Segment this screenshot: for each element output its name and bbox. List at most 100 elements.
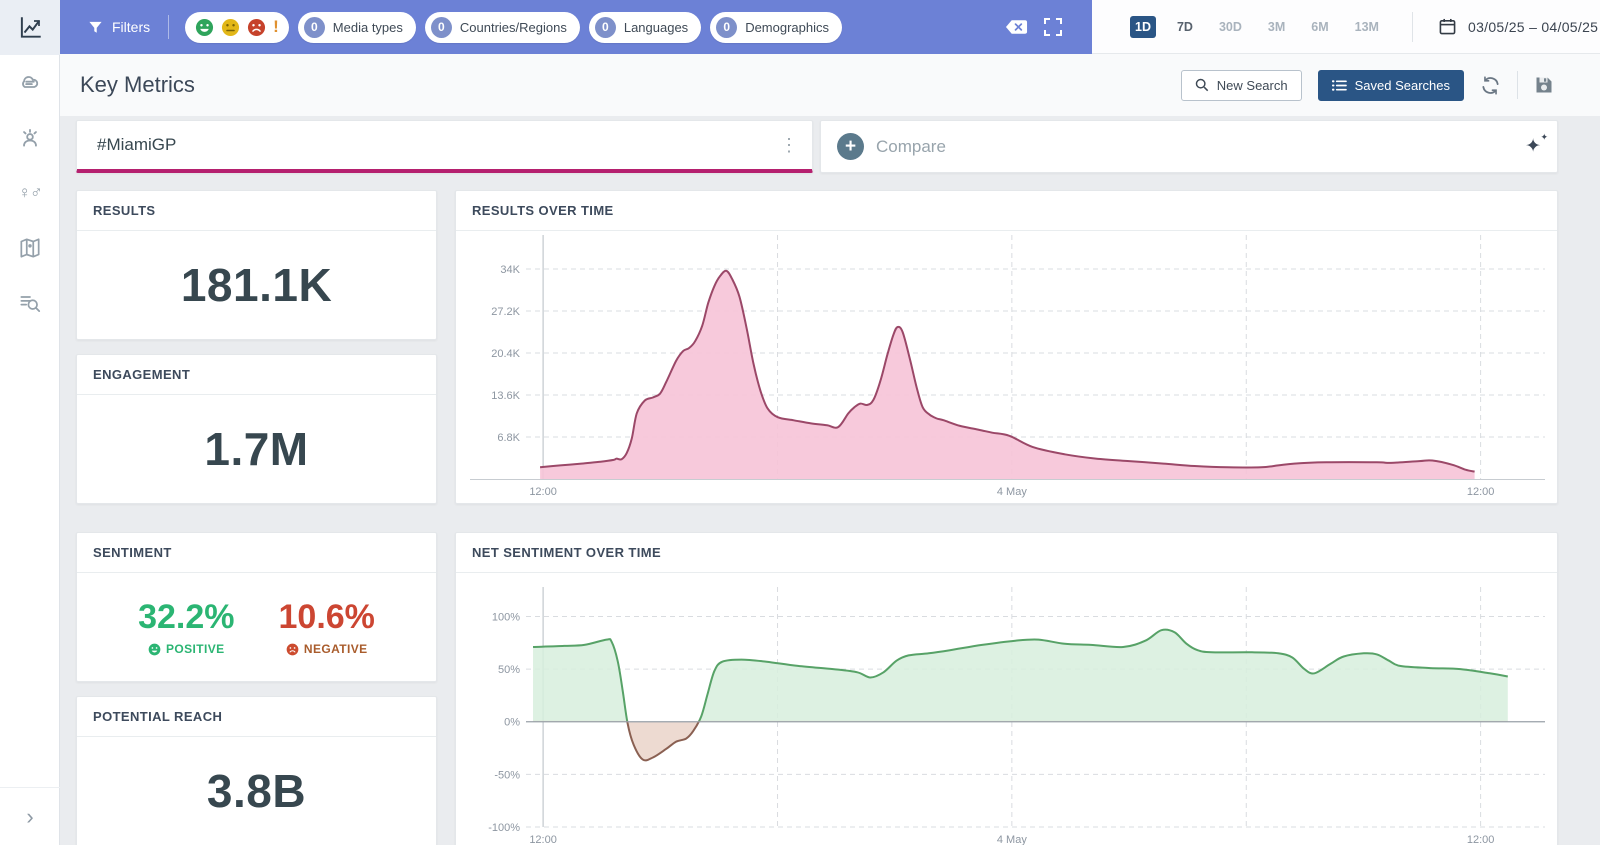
results-over-time-card: RESULTS OVER TIME 6.8K 13.6K 20.4K 27.2K 34K… [455,190,1558,504]
page-header: Key Metrics New Search Saved Searches [60,54,1600,116]
positive-value: 32.2% [138,598,235,636]
svg-text:-50%: -50% [494,769,520,781]
range-option-3m[interactable]: 3M [1267,19,1286,34]
new-search-button[interactable]: New Search [1180,69,1302,101]
compare-input[interactable]: + Compare ✦ ✦ [820,120,1558,173]
count-badge: 0 [716,16,738,38]
svg-text:12:00: 12:00 [529,486,557,498]
smiley-icon [148,643,161,656]
divider [1411,11,1413,42]
query-input[interactable]: #MiamiGP ⋮ [76,120,813,173]
line-chart-icon [17,15,43,41]
chevron-right-icon: › [26,803,34,829]
saved-searches-button[interactable]: Saved Searches [1317,69,1464,101]
count-badge: 0 [594,16,616,38]
svg-text:13.6K: 13.6K [491,390,520,402]
card-title: POTENTIAL REACH [77,697,436,737]
range-option-6m[interactable]: 6M [1311,19,1329,34]
svg-text:6.8K: 6.8K [497,432,520,444]
topbar: Filters ! 0 Media types 0 Countries/Regi… [60,0,1600,54]
kebab-menu-icon[interactable]: ⋮ [780,135,798,155]
negative-sentiment: 10.6% NEGATIVE [279,598,375,656]
svg-text:0%: 0% [504,717,520,729]
add-compare-icon[interactable]: + [837,133,864,160]
svg-text:20.4K: 20.4K [491,348,520,360]
count-badge: 0 [303,16,325,38]
sidebar-item-world-map[interactable] [0,220,60,275]
save-icon[interactable] [1534,75,1554,95]
page-title: Key Metrics [80,72,195,97]
filters-button[interactable]: Filters [88,19,150,35]
alert-icon: ! [273,17,279,36]
filters-label: Filters [112,19,151,35]
net-sentiment-over-time-card: NET SENTIMENT OVER TIME 100% 50% 0% -50% -10… [455,532,1558,845]
positive-label: POSITIVE [166,642,225,656]
gender-icon: ♀♂ [18,182,42,202]
count-badge: 0 [430,16,452,38]
clear-filters-button[interactable] [1005,19,1028,35]
sidebar-item-word-cloud[interactable] [0,55,60,110]
positive-face-icon [195,18,214,37]
search-list-icon [17,290,43,316]
net-sentiment-over-time-chart[interactable]: 100% 50% 0% -50% -100% 12:00 4 May 12:00 [466,583,1547,845]
map-icon [17,235,43,261]
filter-pill-languages[interactable]: 0 Languages [588,11,702,43]
svg-text:34K: 34K [500,264,520,276]
sentiment-filter-pill[interactable]: ! [185,11,289,43]
calendar-icon [1439,18,1456,35]
sidebar-item-influencers[interactable] [0,110,60,165]
filter-pill-demographics[interactable]: 0 Demographics [710,11,843,43]
funnel-icon [88,20,103,35]
svg-text:12:00: 12:00 [529,834,557,845]
positive-sentiment: 32.2% POSITIVE [138,598,234,656]
compare-placeholder: Compare [876,136,946,156]
date-range-text: 03/05/25 – 04/05/25 [1467,18,1599,35]
word-cloud-icon [17,70,43,96]
results-value: 181.1K [180,259,333,311]
svg-text:-100%: -100% [488,822,520,834]
date-range-bar: 1D 7D 30D 3M 6M 13M 03/05/25 – 04/05/25 [1092,0,1600,53]
svg-text:12:00: 12:00 [1467,486,1495,498]
date-range-picker[interactable]: 03/05/25 – 04/05/25 [1439,18,1598,35]
engagement-card: ENGAGEMENT 1.7M [76,354,437,504]
ai-sparkle-icon[interactable]: ✦ ✦ [1525,132,1548,157]
card-title: SENTIMENT [77,533,436,573]
sidebar-collapse-button[interactable]: › [0,787,60,845]
potential-reach-card: POTENTIAL REACH 3.8B [76,696,437,845]
neutral-face-icon [221,18,240,37]
sidebar-item-demographics[interactable]: ♀♂ [0,165,60,220]
influencer-icon [17,125,43,151]
reach-value: 3.8B [206,765,307,817]
svg-text:50%: 50% [498,664,520,676]
filter-pill-media-types[interactable]: 0 Media types [297,11,416,43]
query-text: #MiamiGP [97,135,177,154]
list-icon [1331,79,1347,92]
range-option-1d[interactable]: 1D [1130,15,1156,38]
range-option-13m[interactable]: 13M [1354,19,1379,34]
range-option-7d[interactable]: 7D [1176,19,1193,34]
divider [1517,71,1518,99]
sentiment-card: SENTIMENT 32.2% POSITIVE 10.6% NEGATIVE [76,532,437,682]
frowny-icon [286,643,299,656]
svg-text:4 May: 4 May [997,486,1027,498]
range-option-30d[interactable]: 30D [1218,19,1242,34]
sidebar: ♀♂ › [0,0,60,845]
svg-text:27.2K: 27.2K [491,306,520,318]
svg-text:12:00: 12:00 [1467,834,1495,845]
sidebar-item-results-search[interactable] [0,275,60,330]
filter-pill-countries[interactable]: 0 Countries/Regions [424,11,580,43]
search-icon [1195,78,1209,92]
results-card: RESULTS 181.1K [76,190,437,340]
card-title: RESULTS [77,191,436,231]
card-title: ENGAGEMENT [77,355,436,395]
svg-text:100%: 100% [492,611,520,623]
filter-bar: Filters ! 0 Media types 0 Countries/Regi… [60,0,1092,54]
fullscreen-icon[interactable] [1044,18,1062,36]
chart-title: NET SENTIMENT OVER TIME [456,533,1557,573]
refresh-icon[interactable] [1480,75,1501,96]
negative-label: NEGATIVE [303,642,368,656]
results-over-time-chart[interactable]: 6.8K 13.6K 20.4K 27.2K 34K 12:00 4 May 12:00 [466,231,1547,503]
topbar-divider [168,15,170,39]
sidebar-item-analytics[interactable] [0,0,60,55]
negative-value: 10.6% [278,598,375,636]
